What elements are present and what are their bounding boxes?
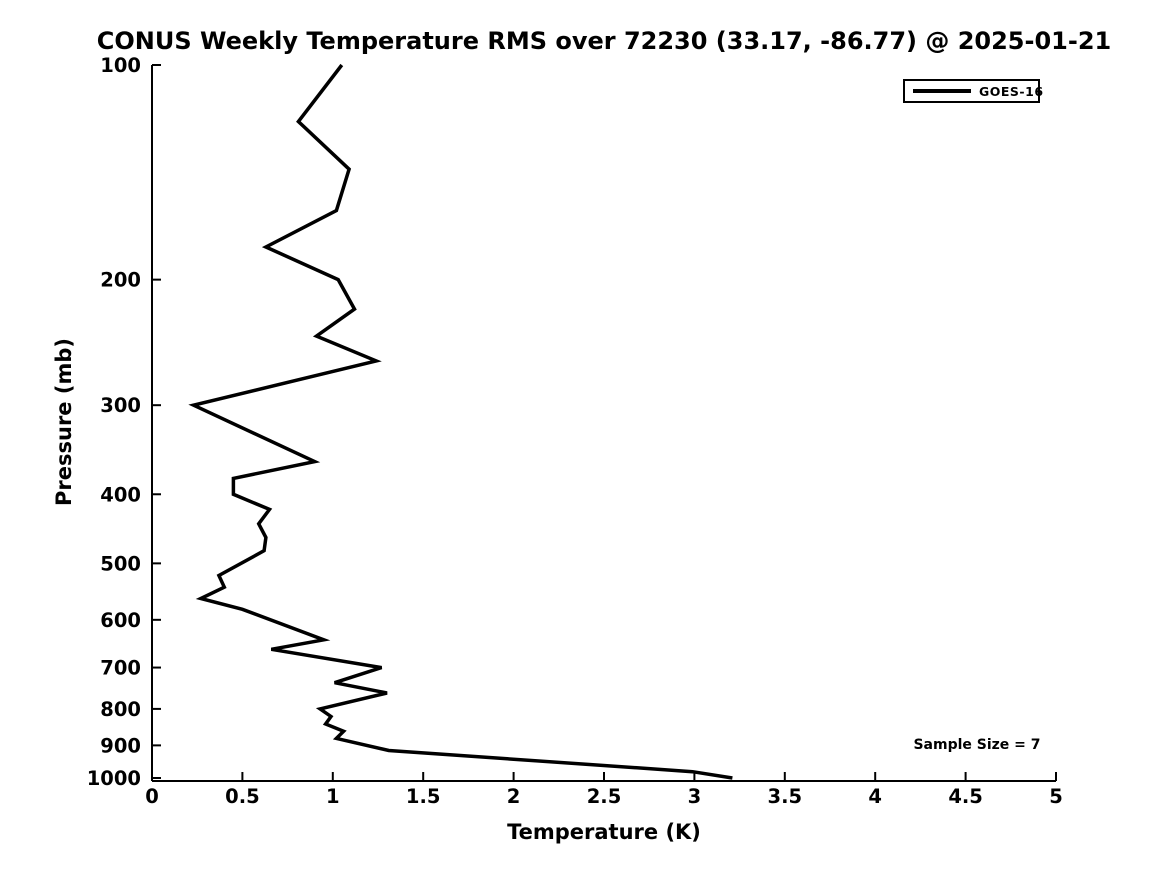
y-tick-label: 800	[100, 698, 141, 721]
y-tick-label: 200	[100, 269, 141, 292]
y-tick-label: 400	[100, 483, 141, 506]
x-tick-label: 3	[688, 785, 702, 808]
x-tick-label: 3.5	[768, 785, 803, 808]
x-tick-label: 2	[507, 785, 521, 808]
legend: GOES-16	[903, 79, 1043, 103]
x-tick-label: 4.5	[948, 785, 983, 808]
legend-label-goes16: GOES-16	[979, 83, 1044, 99]
x-tick-label: 2.5	[587, 785, 622, 808]
chart-title: CONUS Weekly Temperature RMS over 72230 …	[96, 27, 1112, 55]
y-tick-label: 700	[100, 657, 141, 680]
y-tick-label: 600	[100, 609, 141, 632]
x-tick-label: 0.5	[225, 785, 260, 808]
x-tick-label: 4	[868, 785, 882, 808]
y-tick-label: 500	[100, 552, 141, 575]
x-tick-label: 0	[145, 785, 159, 808]
x-tick-label: 1	[326, 785, 340, 808]
x-tick-label: 1.5	[406, 785, 441, 808]
x-tick-label: 5	[1049, 785, 1063, 808]
sample-size-annotation: Sample Size = 7	[913, 737, 1041, 753]
y-axis-label: Pressure (mb)	[52, 338, 76, 506]
y-tick-label: 1000	[87, 767, 141, 790]
x-axis-label: Temperature (K)	[507, 820, 701, 844]
series-line-goes-16	[188, 63, 733, 780]
y-tick-label: 100	[100, 54, 141, 77]
legend-line-sample-goes16	[913, 89, 971, 93]
y-tick-label: 900	[100, 734, 141, 757]
y-tick-label: 300	[100, 394, 141, 417]
